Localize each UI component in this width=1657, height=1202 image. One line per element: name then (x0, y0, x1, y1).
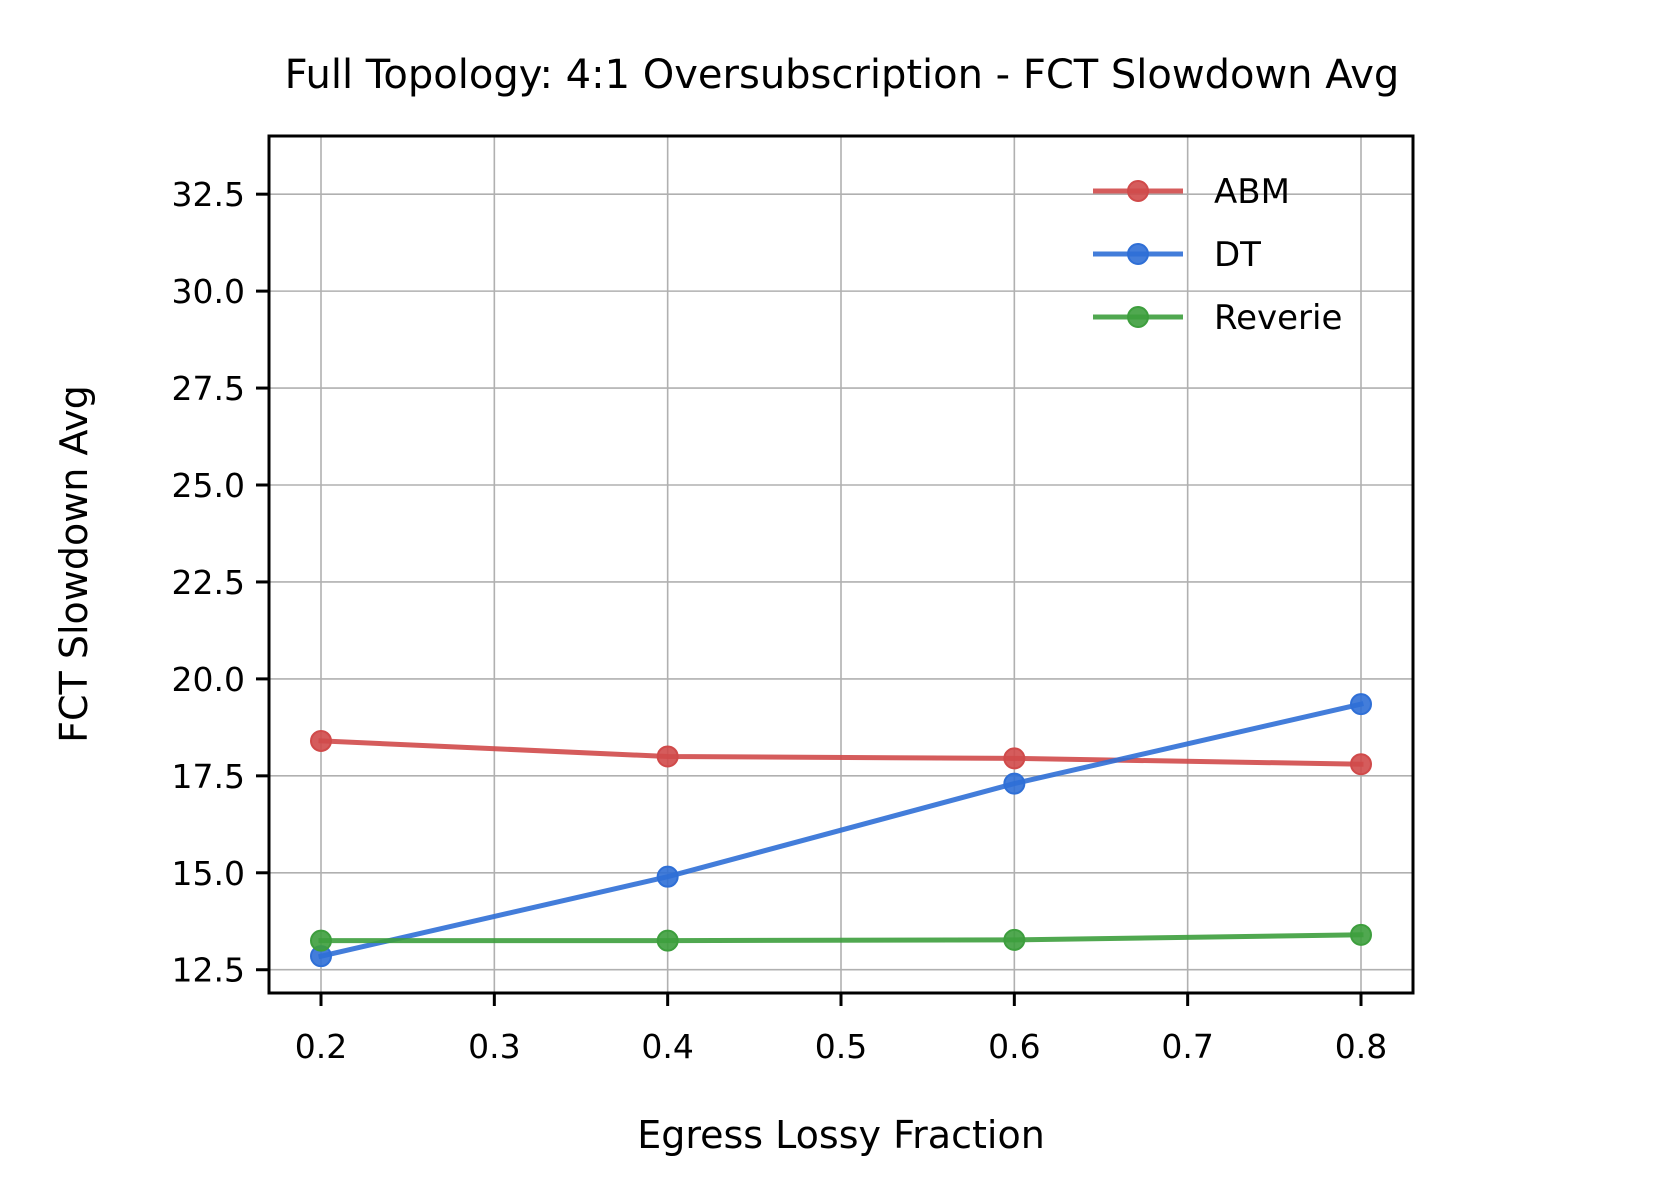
data-point-reverie (1003, 928, 1026, 951)
data-point-reverie (1350, 923, 1372, 946)
x-tick-label: 0.7 (1161, 1027, 1213, 1066)
legend-label-dt: DT (1214, 235, 1261, 275)
data-point-abm (1003, 747, 1026, 770)
y-tick-label: 27.5 (172, 369, 245, 408)
x-tick-label: 0.4 (641, 1027, 693, 1066)
series-line-reverie (318, 932, 1364, 944)
x-tick-label: 0.3 (468, 1027, 520, 1066)
legend-label-abm: ABM (1214, 172, 1290, 212)
y-tick-label: 25.0 (172, 466, 245, 505)
x-axis-label: Egress Lossy Fraction (637, 1113, 1045, 1157)
y-tick-label: 15.0 (172, 854, 245, 893)
series-line-abm (318, 738, 1364, 767)
y-tick-label: 17.5 (172, 757, 245, 796)
series-line-dt (318, 701, 1364, 960)
x-axis: 0.2 0.3 0.4 0.5 0.6 0.7 0.8 (295, 993, 1387, 1066)
legend-label-reverie: Reverie (1214, 298, 1342, 338)
legend-marker-dt (1127, 243, 1149, 265)
y-tick-label: 32.5 (172, 175, 245, 214)
data-point-abm (1350, 753, 1372, 776)
x-tick-label: 0.2 (295, 1027, 347, 1066)
y-tick-label: 12.5 (172, 951, 245, 990)
data-point-abm (310, 729, 332, 752)
y-tick-label: 22.5 (172, 563, 245, 602)
data-point-reverie (310, 929, 332, 952)
y-tick-label: 20.0 (172, 660, 245, 699)
x-tick-label: 0.8 (1335, 1027, 1387, 1066)
y-axis: 12.5 15.0 17.5 20.0 22.5 25.0 27.5 30.0 32.5 (172, 175, 269, 990)
series-group (310, 693, 1372, 968)
legend-marker-reverie (1127, 306, 1149, 328)
x-tick-label: 0.5 (815, 1027, 867, 1066)
data-point-dt (656, 865, 679, 888)
grid (269, 136, 1413, 993)
y-tick-label: 30.0 (172, 272, 245, 311)
data-point-reverie (656, 929, 679, 952)
x-tick-label: 0.6 (988, 1027, 1040, 1066)
y-axis-label: FCT Slowdown Avg (52, 385, 96, 743)
legend-marker-abm (1127, 180, 1149, 202)
data-point-abm (656, 745, 679, 768)
chart-title: Full Topology: 4:1 Oversubscription - FC… (285, 52, 1400, 98)
legend: ABM DT Reverie (1093, 172, 1342, 338)
data-point-dt (1003, 772, 1026, 795)
data-point-dt (1350, 693, 1372, 716)
